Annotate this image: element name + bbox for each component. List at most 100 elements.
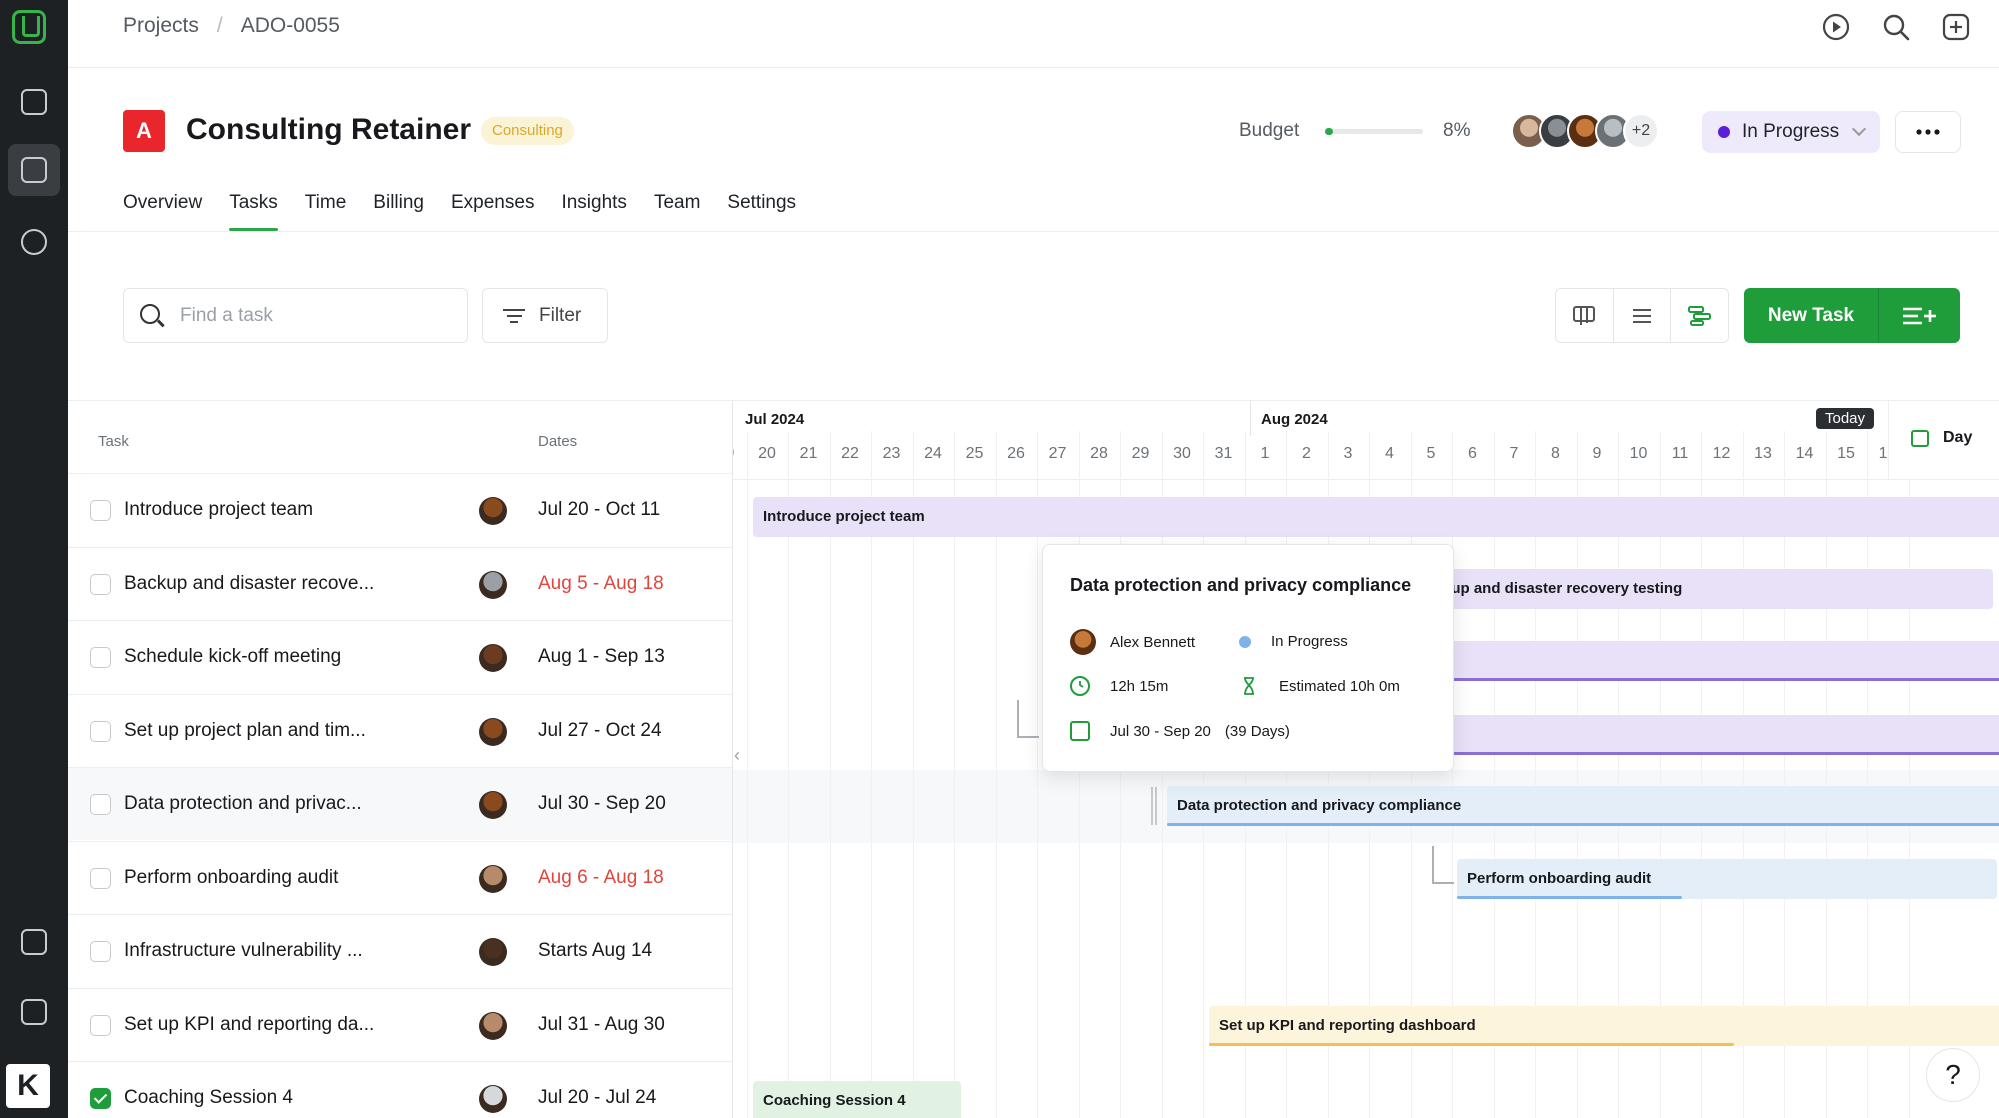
list-view-button[interactable] [1614, 289, 1672, 342]
tab-insights[interactable]: Insights [561, 192, 627, 213]
task-dates[interactable]: Aug 6 - Aug 18 [538, 866, 664, 888]
gantt-bar-introduce-team[interactable]: Introduce project team [753, 497, 1999, 537]
table-row[interactable]: Set up project plan and tim... Jul 27 - O… [68, 693, 732, 767]
new-task-label[interactable]: New Task [1744, 288, 1879, 343]
gantt-bar-coaching-session[interactable]: Coaching Session 4 [753, 1081, 961, 1118]
task-checkbox[interactable] [90, 1088, 111, 1109]
tab-billing[interactable]: Billing [373, 192, 424, 213]
task-checkbox[interactable] [90, 1014, 111, 1036]
table-row[interactable]: Backup and disaster recove... Aug 5 - Aug… [68, 546, 732, 620]
calendar-icon [1911, 430, 1929, 447]
task-name[interactable]: Schedule kick-off meeting [124, 646, 342, 667]
avatar[interactable] [479, 791, 507, 819]
list-view-icon [1633, 308, 1651, 323]
table-row[interactable]: Set up KPI and reporting da... Jul 31 - A… [68, 987, 732, 1061]
table-row[interactable]: Data protection and privac... Jul 30 - Se… [68, 767, 732, 840]
play-circle-icon[interactable] [1821, 12, 1851, 42]
finance-nav-button[interactable] [8, 216, 60, 268]
day-tick-label: 6 [1468, 445, 1477, 462]
tab-settings[interactable]: Settings [727, 192, 797, 213]
task-dates[interactable]: Jul 20 - Jul 24 [538, 1087, 657, 1108]
tab-team[interactable]: Team [653, 192, 701, 213]
day-tick-label: 22 [841, 445, 859, 462]
table-row[interactable]: Perform onboarding audit Aug 6 - Aug 18 [68, 840, 732, 914]
reports-icon [21, 929, 47, 955]
project-title: Consulting Retainer [186, 113, 472, 146]
task-name[interactable]: Backup and disaster recove... [124, 572, 375, 594]
task-dates[interactable]: Starts Aug 14 [538, 940, 653, 961]
gantt-bar-onboarding-audit[interactable]: Perform onboarding audit [1457, 859, 1997, 899]
task-dates[interactable]: Aug 5 - Aug 18 [538, 572, 664, 594]
task-dates[interactable]: Aug 1 - Sep 13 [538, 646, 665, 667]
task-checkbox[interactable] [90, 867, 111, 889]
gantt-view-button[interactable] [1671, 289, 1728, 342]
table-row[interactable]: Schedule kick-off meeting Aug 1 - Sep 13 [68, 620, 732, 693]
task-checkbox[interactable] [90, 720, 111, 742]
help-button[interactable]: ? [1926, 1048, 1980, 1102]
task-checkbox[interactable] [90, 500, 111, 521]
gantt-bar-data-protection[interactable]: Data protection and privacy compliance [1167, 786, 1999, 826]
reports-nav-button[interactable] [8, 916, 60, 968]
board-view-button[interactable] [1556, 289, 1614, 342]
team-avatars[interactable]: +2 [1511, 113, 1659, 149]
task-name[interactable]: Data protection and privac... [124, 793, 362, 814]
gantt-bar-project-plan[interactable] [1443, 715, 1999, 755]
column-header-dates[interactable]: Dates [538, 433, 578, 450]
column-header-task[interactable]: Task [98, 433, 129, 450]
brand-k-icon[interactable]: K [6, 1064, 50, 1108]
avatar[interactable] [479, 1085, 507, 1113]
avatar[interactable] [479, 717, 507, 746]
breadcrumb-projects[interactable]: Projects [123, 14, 199, 37]
more-options-button[interactable] [1895, 111, 1961, 153]
tab-expenses[interactable]: Expenses [451, 192, 535, 213]
task-dates[interactable]: Jul 31 - Aug 30 [538, 1013, 665, 1035]
task-checkbox[interactable] [90, 941, 111, 962]
drag-handle-icon[interactable] [1151, 787, 1157, 825]
task-name[interactable]: Infrastructure vulnerability ... [124, 940, 363, 961]
table-row[interactable]: Infrastructure vulnerability ... Starts A… [68, 914, 732, 987]
integrations-nav-button[interactable] [8, 986, 60, 1038]
avatar[interactable] [479, 644, 507, 672]
task-checkbox[interactable] [90, 647, 111, 668]
filter-button[interactable]: Filter [482, 288, 608, 343]
more-members-count[interactable]: +2 [1623, 113, 1659, 149]
task-name[interactable]: Set up project plan and tim... [124, 719, 366, 741]
timescale-day-button[interactable]: Day [1888, 401, 1999, 479]
avatar[interactable] [479, 570, 507, 599]
task-dates[interactable]: Jul 27 - Oct 24 [538, 719, 662, 741]
projects-nav-button[interactable] [8, 144, 60, 196]
day-gridline [1161, 431, 1163, 1118]
avatar[interactable] [479, 938, 507, 966]
gantt-bar-kickoff-meeting[interactable] [1443, 641, 1999, 681]
table-row[interactable]: Introduce project team Jul 20 - Oct 11 [68, 473, 732, 546]
tab-overview[interactable]: Overview [123, 192, 203, 213]
task-name[interactable]: Coaching Session 4 [124, 1087, 293, 1108]
avatar[interactable] [479, 864, 507, 893]
today-badge[interactable]: Today [1816, 408, 1875, 429]
task-name[interactable]: Introduce project team [124, 499, 314, 520]
gantt-bar-backup-testing[interactable]: kup and disaster recovery testing [1443, 569, 1993, 609]
tab-tasks[interactable]: Tasks [229, 192, 278, 231]
table-row[interactable]: Coaching Session 4 Jul 20 - Jul 24 [68, 1061, 732, 1118]
task-dates[interactable]: Jul 30 - Sep 20 [538, 793, 666, 814]
task-search[interactable] [123, 288, 468, 343]
avatar[interactable] [479, 1011, 507, 1040]
search-icon[interactable] [1881, 12, 1911, 42]
status-dropdown[interactable]: In Progress [1702, 111, 1880, 153]
day-gridline [1452, 431, 1453, 1118]
tab-time[interactable]: Time [304, 192, 347, 213]
new-task-button[interactable]: New Task [1744, 288, 1960, 343]
task-name[interactable]: Set up KPI and reporting da... [124, 1013, 375, 1035]
task-name[interactable]: Perform onboarding audit [124, 866, 339, 888]
add-square-icon[interactable] [1941, 12, 1971, 42]
task-checkbox[interactable] [90, 573, 111, 595]
contacts-nav-button[interactable] [8, 76, 60, 128]
task-dates[interactable]: Jul 20 - Oct 11 [538, 499, 661, 520]
task-checkbox[interactable] [90, 794, 111, 815]
collapse-panel-chevron-icon[interactable]: ‹ [734, 745, 740, 765]
task-search-input[interactable] [180, 303, 450, 329]
app-logo-icon[interactable] [12, 10, 46, 44]
gantt-bar-kpi-dashboard[interactable]: Set up KPI and reporting dashboard [1209, 1006, 1999, 1046]
bulk-add-icon[interactable] [1879, 288, 1960, 343]
avatar[interactable] [479, 497, 507, 525]
